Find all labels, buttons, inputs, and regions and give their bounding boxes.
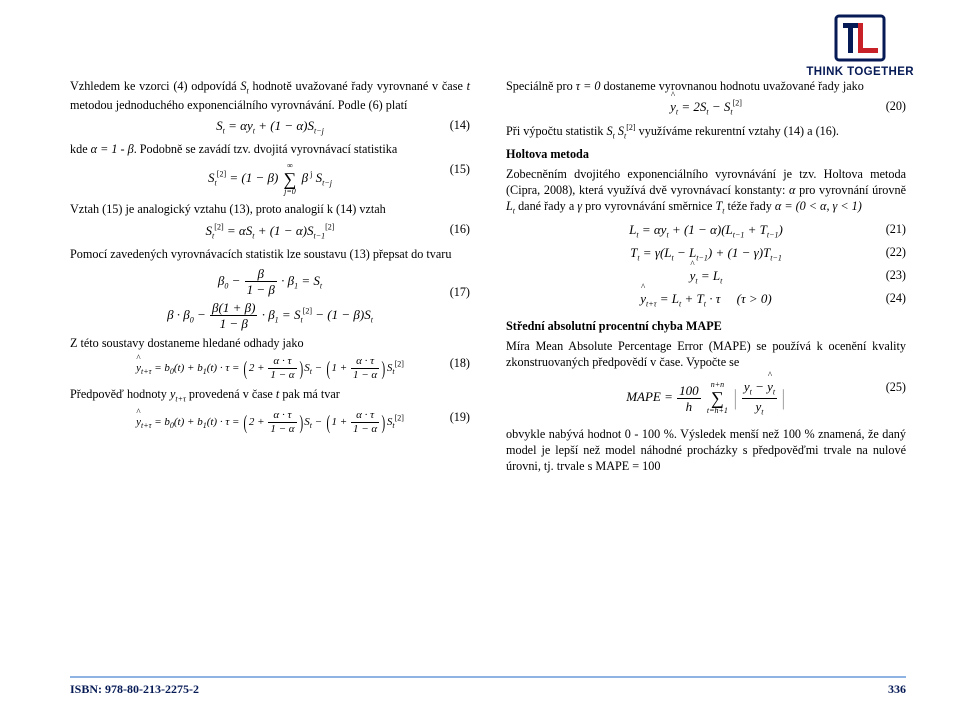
- para: Zobecněním dvojitého exponenciálního vyr…: [506, 166, 906, 217]
- equation-24: yt+τ = Lt + Tt · τ (τ > 0) (24): [506, 291, 906, 309]
- para: Speciálně pro τ = 0 dostaneme vyrovnanou…: [506, 78, 906, 94]
- para: Pomocí zavedených vyrovnávacích statisti…: [70, 246, 470, 262]
- equation-17b: β · β0 − β(1 + β)1 − β · β1 = St[2] − (1…: [70, 301, 470, 330]
- para: Vztah (15) je analogický vztahu (13), pr…: [70, 201, 470, 217]
- equation-17a: β0 − β1 − β · β1 = St: [70, 267, 470, 296]
- equation-16: St[2] = αSt + (1 − α)St−1[2] (16): [70, 222, 470, 241]
- left-column: Vzhledem ke vzorci (4) odpovídá St hodno…: [70, 78, 470, 478]
- right-column: Speciálně pro τ = 0 dostaneme vyrovnanou…: [506, 78, 906, 478]
- para: kde α = 1 - β. Podobně se zavádí tzv. dv…: [70, 141, 470, 157]
- equation-20: yt = 2St − St[2] (20): [506, 99, 906, 118]
- footer-page: 336: [888, 682, 906, 698]
- equation-23: yt = Lt (23): [506, 268, 906, 286]
- brand-text: THINK TOGETHER: [806, 65, 914, 80]
- equation-15: St[2] = (1 − β) ∞∑j=0 β j St−j (15): [70, 162, 470, 196]
- para: Při výpočtu statistik St St[2] využíváme…: [506, 123, 906, 142]
- para: obvykle nabývá hodnot 0 - 100 %. Výslede…: [506, 426, 906, 474]
- equation-18: yt+τ = b0(t) + b1(t) · τ = (2 + α · τ1 −…: [70, 356, 470, 381]
- para: Předpověď hodnoty yt+τ provedená v čase …: [70, 386, 470, 405]
- brand-logo: THINK TOGETHER: [806, 14, 914, 80]
- para: Míra Mean Absolute Percentage Error (MAP…: [506, 338, 906, 370]
- equation-21: Lt = αyt + (1 − α)(Lt−1 + Tt−1) (21): [506, 222, 906, 240]
- equation-22: Tt = γ(Lt − Lt−1) + (1 − γ)Tt−1 (22): [506, 245, 906, 263]
- equation-14: St = αyt + (1 − α)St−j (14): [70, 118, 470, 136]
- equation-19: yt+τ = b0(t) + b1(t) · τ = (2 + α · τ1 −…: [70, 410, 470, 435]
- heading-mape: Střední absolutní procentní chyba MAPE: [506, 318, 906, 334]
- heading-holtova: Holtova metoda: [506, 146, 906, 162]
- footer-isbn: ISBN: 978-80-213-2275-2: [70, 682, 199, 698]
- footer-rule: ISBN: 978-80-213-2275-2 336: [70, 676, 906, 698]
- para: Z této soustavy dostaneme hledané odhady…: [70, 335, 470, 351]
- equation-25: MAPE = 100h n+n∑t=h+1 | yt − ytyt | (25): [506, 380, 906, 416]
- para: Vzhledem ke vzorci (4) odpovídá St hodno…: [70, 78, 470, 113]
